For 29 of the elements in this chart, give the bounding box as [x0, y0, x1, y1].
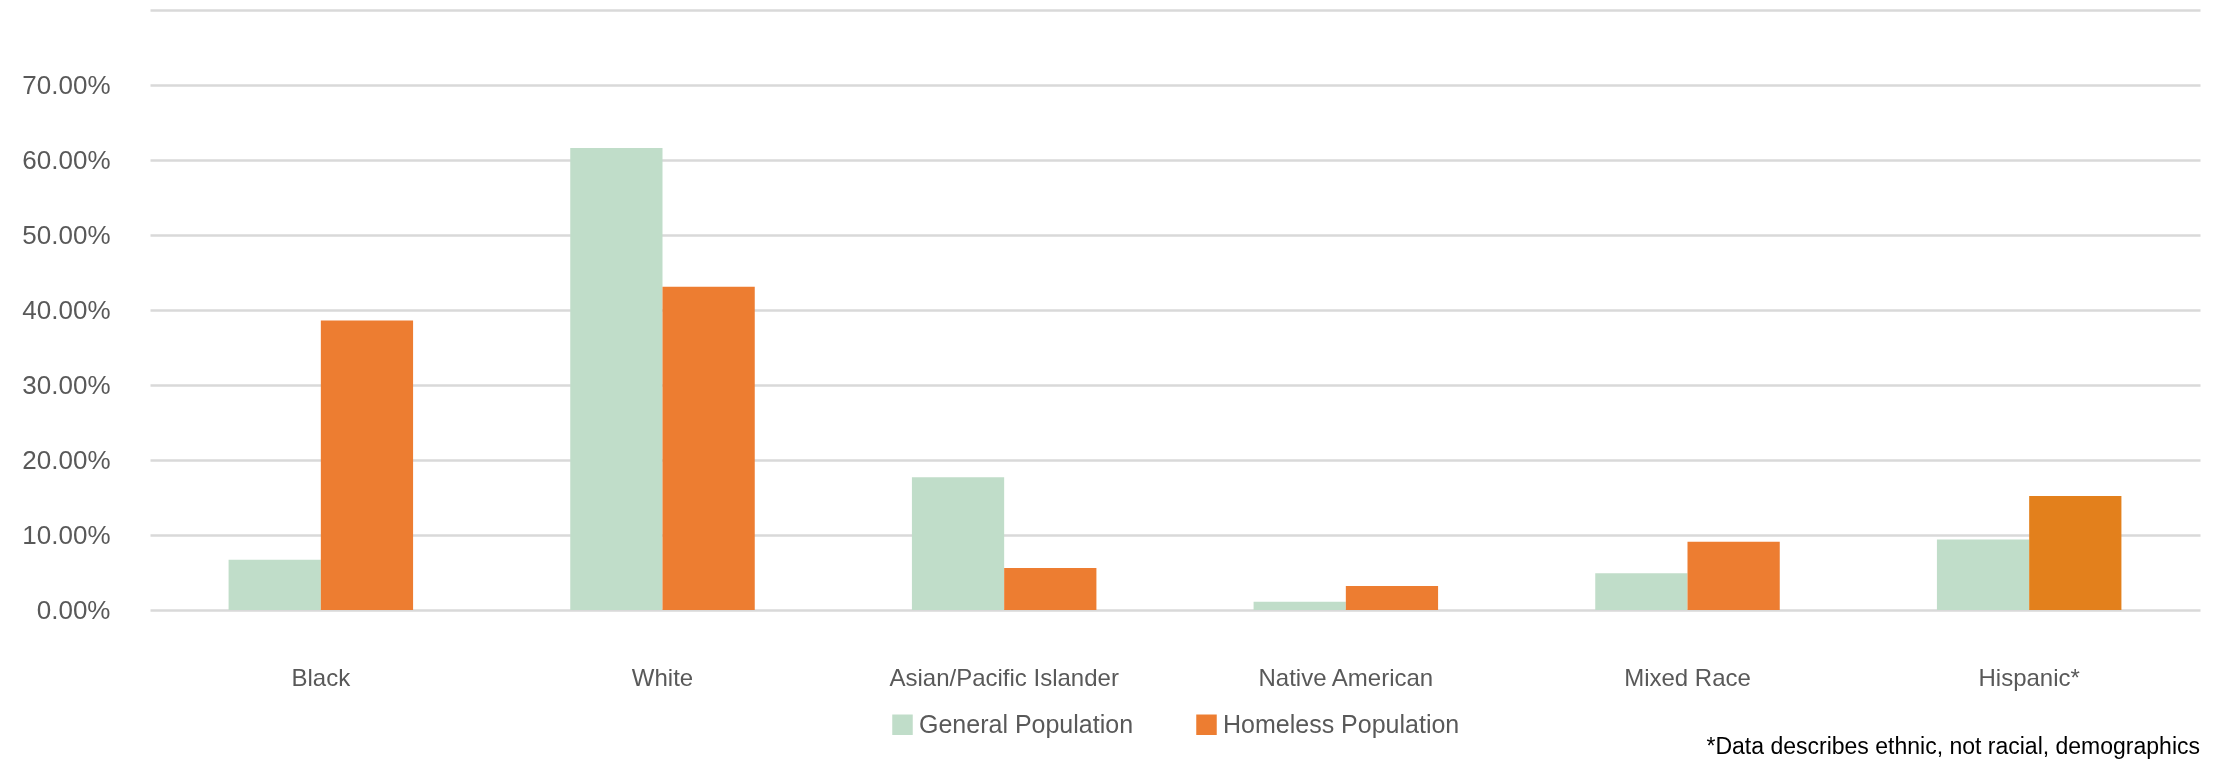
y-tick-label: 60.00% [22, 144, 111, 175]
bar [570, 148, 663, 610]
y-tick-label: 40.00% [22, 294, 111, 325]
x-tick-label: Asian/Pacific Islander [889, 663, 1119, 691]
y-tick-label: 30.00% [22, 369, 111, 400]
y-tick-label: 70.00% [22, 69, 111, 100]
bar [320, 320, 414, 610]
bar [2029, 496, 2122, 610]
text: *Data describes ethnic, not racial, demographics [1706, 733, 2200, 760]
y-tick-label: 10.00% [22, 519, 111, 550]
bar [1004, 568, 1097, 610]
x-tick-label: Native American [1258, 663, 1434, 691]
bar [1595, 573, 1688, 610]
bar [662, 286, 755, 610]
x-tick-label: Black [291, 663, 352, 691]
bar [1936, 539, 2030, 610]
x-tick-label: White [631, 663, 694, 691]
bar [228, 559, 321, 610]
y-tick-label: 0.00% [36, 594, 111, 625]
bar [911, 477, 1005, 610]
legend-label: Homeless Population [1223, 709, 1460, 738]
bar [1253, 601, 1346, 610]
y-tick-label: 50.00% [22, 219, 111, 250]
y-tick-label: 20.00% [22, 444, 111, 475]
legend-label: General Population [919, 709, 1134, 738]
x-tick-label: Mixed Race [1624, 663, 1751, 691]
x-tick-label: Hispanic* [1978, 663, 2080, 691]
bar [1345, 586, 1439, 610]
bar [1687, 541, 1780, 610]
